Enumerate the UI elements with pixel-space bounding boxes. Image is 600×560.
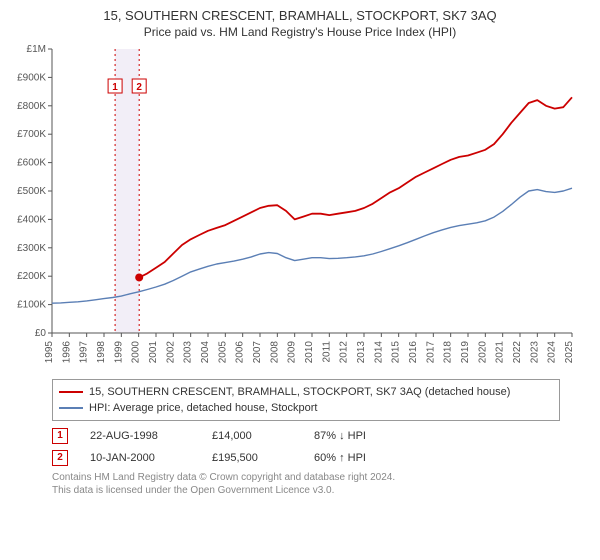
event-list: 1 22-AUG-1998 £14,000 87% ↓ HPI 2 10-JAN… xyxy=(52,425,560,469)
event-row: 1 22-AUG-1998 £14,000 87% ↓ HPI xyxy=(52,425,560,447)
svg-text:2021: 2021 xyxy=(495,341,506,364)
event-delta: 60% ↑ HPI xyxy=(314,447,424,469)
svg-text:2: 2 xyxy=(136,82,142,93)
chart-container: 15, SOUTHERN CRESCENT, BRAMHALL, STOCKPO… xyxy=(0,0,600,501)
svg-text:£900K: £900K xyxy=(17,72,46,83)
footer: Contains HM Land Registry data © Crown c… xyxy=(52,471,560,497)
svg-text:1998: 1998 xyxy=(96,341,107,364)
svg-text:2024: 2024 xyxy=(547,341,558,364)
event-delta: 87% ↓ HPI xyxy=(314,425,424,447)
svg-text:1997: 1997 xyxy=(79,341,90,364)
svg-text:2012: 2012 xyxy=(339,341,350,364)
event-price: £14,000 xyxy=(212,425,292,447)
legend-item: 15, SOUTHERN CRESCENT, BRAMHALL, STOCKPO… xyxy=(59,384,553,400)
svg-text:£100K: £100K xyxy=(17,300,46,311)
svg-text:2005: 2005 xyxy=(217,341,228,364)
svg-text:2010: 2010 xyxy=(304,341,315,364)
svg-text:1999: 1999 xyxy=(113,341,124,364)
chart-title: 15, SOUTHERN CRESCENT, BRAMHALL, STOCKPO… xyxy=(12,8,588,23)
svg-text:2008: 2008 xyxy=(269,341,280,364)
chart-area: £0 £100K £200K £300K £400K £500K £600K £700K £80… xyxy=(12,45,588,375)
svg-text:£1M: £1M xyxy=(27,45,46,55)
svg-text:2022: 2022 xyxy=(512,341,523,364)
svg-text:2007: 2007 xyxy=(252,341,263,364)
svg-text:2015: 2015 xyxy=(391,341,402,364)
footer-line: This data is licensed under the Open Gov… xyxy=(52,484,560,497)
svg-text:2025: 2025 xyxy=(564,341,575,364)
svg-text:£400K: £400K xyxy=(17,214,46,225)
svg-text:2002: 2002 xyxy=(165,341,176,364)
svg-text:£200K: £200K xyxy=(17,271,46,282)
svg-text:2001: 2001 xyxy=(148,341,159,364)
svg-text:2019: 2019 xyxy=(460,341,471,364)
svg-text:2016: 2016 xyxy=(408,341,419,364)
svg-text:2003: 2003 xyxy=(183,341,194,364)
svg-text:2023: 2023 xyxy=(529,341,540,364)
svg-text:£600K: £600K xyxy=(17,158,46,169)
event-badge: 2 xyxy=(52,450,68,466)
svg-text:2017: 2017 xyxy=(425,341,436,364)
event-date: 22-AUG-1998 xyxy=(90,425,190,447)
event-row: 2 10-JAN-2000 £195,500 60% ↑ HPI xyxy=(52,447,560,469)
svg-text:2009: 2009 xyxy=(287,341,298,364)
svg-text:2011: 2011 xyxy=(321,341,332,363)
chart-subtitle: Price paid vs. HM Land Registry's House … xyxy=(12,25,588,39)
svg-text:£700K: £700K xyxy=(17,129,46,140)
legend-swatch xyxy=(59,391,83,393)
svg-text:£300K: £300K xyxy=(17,243,46,254)
svg-text:1996: 1996 xyxy=(61,341,72,364)
footer-line: Contains HM Land Registry data © Crown c… xyxy=(52,471,560,484)
svg-text:1995: 1995 xyxy=(44,341,55,364)
svg-text:2018: 2018 xyxy=(443,341,454,364)
event-date: 10-JAN-2000 xyxy=(90,447,190,469)
svg-text:2006: 2006 xyxy=(235,341,246,364)
event-price: £195,500 xyxy=(212,447,292,469)
svg-text:£500K: £500K xyxy=(17,186,46,197)
svg-text:2014: 2014 xyxy=(373,341,384,364)
svg-text:2013: 2013 xyxy=(356,341,367,364)
legend: 15, SOUTHERN CRESCENT, BRAMHALL, STOCKPO… xyxy=(52,379,560,421)
legend-item: HPI: Average price, detached house, Stoc… xyxy=(59,400,553,416)
legend-label: 15, SOUTHERN CRESCENT, BRAMHALL, STOCKPO… xyxy=(89,384,510,400)
svg-text:1: 1 xyxy=(112,82,118,93)
chart-svg: £0 £100K £200K £300K £400K £500K £600K £700K £80… xyxy=(12,45,588,375)
svg-text:2020: 2020 xyxy=(477,341,488,364)
svg-text:£0: £0 xyxy=(35,328,47,339)
event-badge: 1 xyxy=(52,428,68,444)
legend-swatch xyxy=(59,407,83,409)
svg-text:£800K: £800K xyxy=(17,101,46,112)
svg-text:2004: 2004 xyxy=(200,341,211,364)
svg-text:2000: 2000 xyxy=(131,341,142,364)
legend-label: HPI: Average price, detached house, Stoc… xyxy=(89,400,318,416)
